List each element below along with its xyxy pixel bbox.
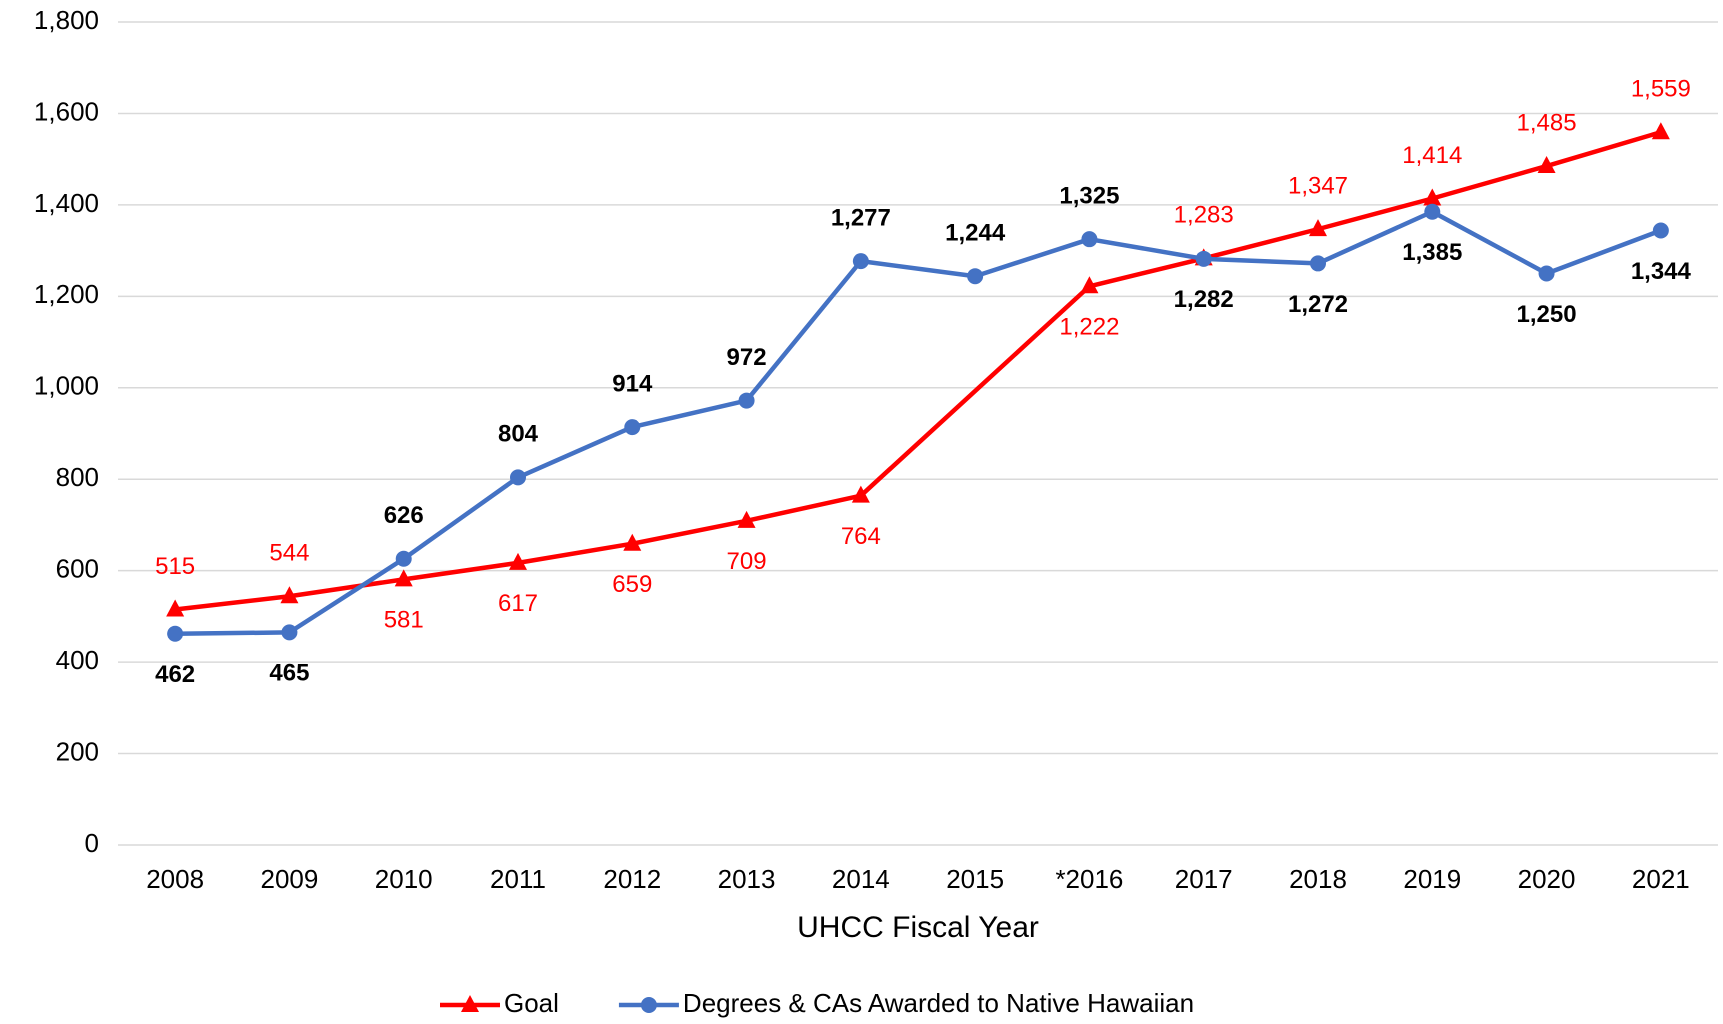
y-tick-label: 1,200 [34,279,99,309]
gap-connector [859,284,1091,498]
legend-label: Goal [504,988,559,1018]
data-label: 515 [155,553,195,580]
marker [851,485,870,503]
x-tick-label: 2013 [718,864,776,894]
legend-label: Degrees & CAs Awarded to Native Hawaiian [683,988,1194,1018]
marker [1423,188,1442,206]
data-label: 1,559 [1631,76,1691,103]
marker [1537,156,1556,174]
marker [394,569,413,587]
data-label: 659 [612,571,652,598]
marker [509,552,527,570]
x-tick-label: 2021 [1632,864,1690,894]
series-line [1088,130,1662,289]
data-label: 544 [269,540,309,567]
data-label: 617 [498,590,538,617]
marker [967,268,984,285]
x-tick-label: *2016 [1055,864,1123,894]
data-label: 1,244 [945,220,1006,247]
data-label: 626 [384,502,424,529]
data-label: 465 [269,660,309,687]
marker [852,253,869,270]
x-tick-label: 2014 [832,864,890,894]
marker [1424,203,1441,220]
legend-marker [640,997,657,1013]
marker [1195,250,1212,267]
y-tick-label: 800 [56,462,99,492]
marker [1651,122,1670,140]
data-label: 1,347 [1288,172,1348,199]
marker [280,586,299,604]
marker [737,510,756,528]
marker [167,625,184,642]
x-axis-title: UHCC Fiscal Year [797,911,1039,944]
data-label: 709 [727,548,767,575]
marker [624,419,641,436]
y-tick-label: 200 [56,736,99,766]
data-label: 1,277 [831,204,891,231]
x-tick-label: 2020 [1518,864,1576,894]
x-tick-label: 2017 [1175,864,1233,894]
data-label: 1,222 [1059,314,1119,341]
x-tick-label: 2015 [946,864,1004,894]
marker [281,624,298,641]
marker [1080,276,1099,294]
x-tick-label: 2009 [261,864,319,894]
y-tick-label: 0 [85,828,99,858]
data-label: 1,344 [1631,258,1692,285]
y-tick-label: 400 [56,645,99,675]
series-line [175,209,1662,637]
data-label: 1,485 [1517,109,1577,136]
data-label: 581 [384,607,424,634]
marker [395,550,412,567]
y-tick-label: 1,400 [34,188,99,218]
marker [166,599,185,617]
data-label: 764 [841,523,881,550]
data-label: 1,283 [1174,202,1234,229]
legend-marker [461,995,479,1012]
x-tick-label: 2019 [1403,864,1461,894]
data-label: 1,385 [1402,239,1462,266]
marker [1538,265,1555,282]
marker [623,533,642,551]
x-tick-label: 2012 [603,864,661,894]
data-label: 804 [498,421,539,448]
data-label: 1,414 [1402,142,1462,169]
marker [1310,255,1326,272]
y-tick-label: 1,000 [34,371,99,401]
x-tick-label: 2008 [146,864,204,894]
data-label: 914 [612,370,653,397]
y-tick-label: 1,600 [34,96,99,126]
data-label: 1,282 [1174,286,1234,313]
marker [1652,222,1669,239]
marker [738,392,755,409]
y-tick-label: 600 [56,554,99,584]
data-label: 1,325 [1059,183,1119,210]
data-label: 1,250 [1517,301,1577,328]
x-tick-label: 2018 [1289,864,1347,894]
marker [1309,219,1327,237]
data-label: 1,272 [1288,291,1348,318]
x-tick-label: 2010 [375,864,433,894]
marker [510,469,526,486]
data-label: 462 [155,661,195,688]
data-label: 972 [727,344,767,371]
x-tick-label: 2011 [490,864,546,894]
y-tick-label: 1,800 [34,5,99,35]
marker [1081,231,1098,248]
